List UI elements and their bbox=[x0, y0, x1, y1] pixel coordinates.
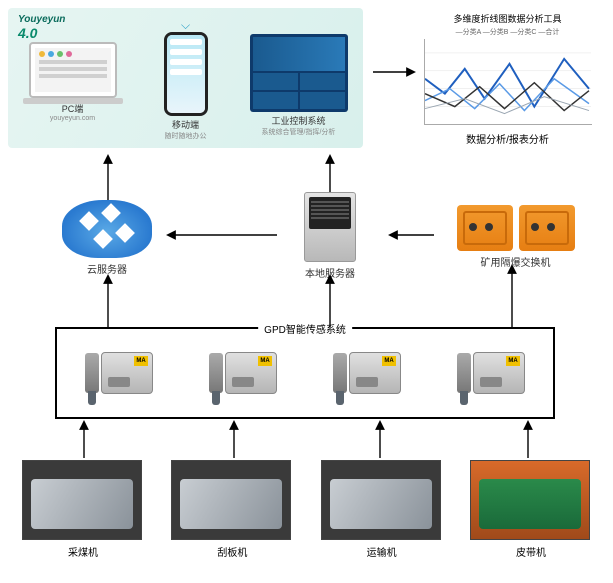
sensor-unit bbox=[457, 352, 525, 394]
equipment-photo bbox=[22, 460, 142, 540]
chart-plot-area bbox=[424, 39, 592, 125]
chart-legend: —分类A —分类B —分类C —合计 bbox=[420, 27, 595, 37]
switch-label: 矿用隔爆交换机 bbox=[438, 254, 593, 269]
mobile-subcaption: 随时随地办公 bbox=[129, 131, 242, 141]
cloud-icon bbox=[62, 200, 152, 258]
equipment-photo bbox=[470, 460, 590, 540]
dashboard-col: 工业控制系统 系统综合管理/指挥/分析 bbox=[242, 14, 355, 144]
pc-subcaption: youyeyun.com bbox=[16, 115, 129, 122]
equipment-item: 采煤机 bbox=[22, 460, 144, 559]
equipment-item: 刮板机 bbox=[171, 460, 293, 559]
server-label: 本地服务器 bbox=[275, 265, 385, 280]
chart-bottom-label: 数据分析/报表分析 bbox=[420, 131, 595, 146]
chart-svg bbox=[425, 39, 592, 124]
sensor-collector-icon bbox=[225, 352, 277, 394]
equipment-item: 皮带机 bbox=[470, 460, 592, 559]
analysis-chart: 多维度折线图数据分析工具 —分类A —分类B —分类C —合计 数据分析/报表分… bbox=[420, 12, 595, 140]
equipment-label: 采煤机 bbox=[22, 544, 144, 559]
sensor-collector-icon bbox=[473, 352, 525, 394]
mobile-client-col: ⌵ 移动端 随时随地办公 bbox=[129, 14, 242, 144]
cloud-label: 云服务器 bbox=[52, 261, 162, 276]
app-platform-group: Youyeyun 4.0 PC端 youyeyun.com ⌵ 移动端 随时随地… bbox=[8, 8, 363, 148]
equipment-row: 采煤机 刮板机 运输机 皮带机 bbox=[22, 460, 592, 559]
sensor-probe-icon bbox=[457, 353, 471, 393]
sensor-unit bbox=[333, 352, 401, 394]
sensor-unit bbox=[209, 352, 277, 394]
switch-icon bbox=[438, 205, 593, 251]
local-server-node: 本地服务器 bbox=[275, 192, 385, 280]
dashboard-caption: 工业控制系统 bbox=[242, 114, 355, 127]
dashboard-icon bbox=[250, 34, 348, 112]
equipment-photo bbox=[321, 460, 441, 540]
equipment-item: 运输机 bbox=[321, 460, 443, 559]
laptop-icon bbox=[29, 42, 117, 98]
phone-icon bbox=[164, 32, 208, 116]
server-icon bbox=[304, 192, 356, 262]
cloud-server-node: 云服务器 bbox=[52, 200, 162, 276]
sensor-collector-icon bbox=[101, 352, 153, 394]
explosion-proof-switch-node: 矿用隔爆交换机 bbox=[438, 205, 593, 269]
equipment-label: 皮带机 bbox=[470, 544, 592, 559]
sensor-probe-icon bbox=[333, 353, 347, 393]
equipment-label: 刮板机 bbox=[171, 544, 293, 559]
sensor-row bbox=[57, 329, 553, 417]
equipment-photo bbox=[171, 460, 291, 540]
sensor-system-box: GPD智能传感系统 bbox=[55, 327, 555, 419]
wifi-icon: ⌵ bbox=[181, 18, 190, 33]
sensor-system-title: GPD智能传感系统 bbox=[258, 321, 352, 336]
dashboard-subcaption: 系统综合管理/指挥/分析 bbox=[242, 127, 355, 137]
sensor-unit bbox=[85, 352, 153, 394]
pc-client-col: PC端 youyeyun.com bbox=[16, 14, 129, 144]
sensor-probe-icon bbox=[85, 353, 99, 393]
sensor-probe-icon bbox=[209, 353, 223, 393]
mobile-caption: 移动端 bbox=[129, 118, 242, 131]
sensor-collector-icon bbox=[349, 352, 401, 394]
chart-title: 多维度折线图数据分析工具 bbox=[420, 12, 595, 25]
equipment-label: 运输机 bbox=[321, 544, 443, 559]
